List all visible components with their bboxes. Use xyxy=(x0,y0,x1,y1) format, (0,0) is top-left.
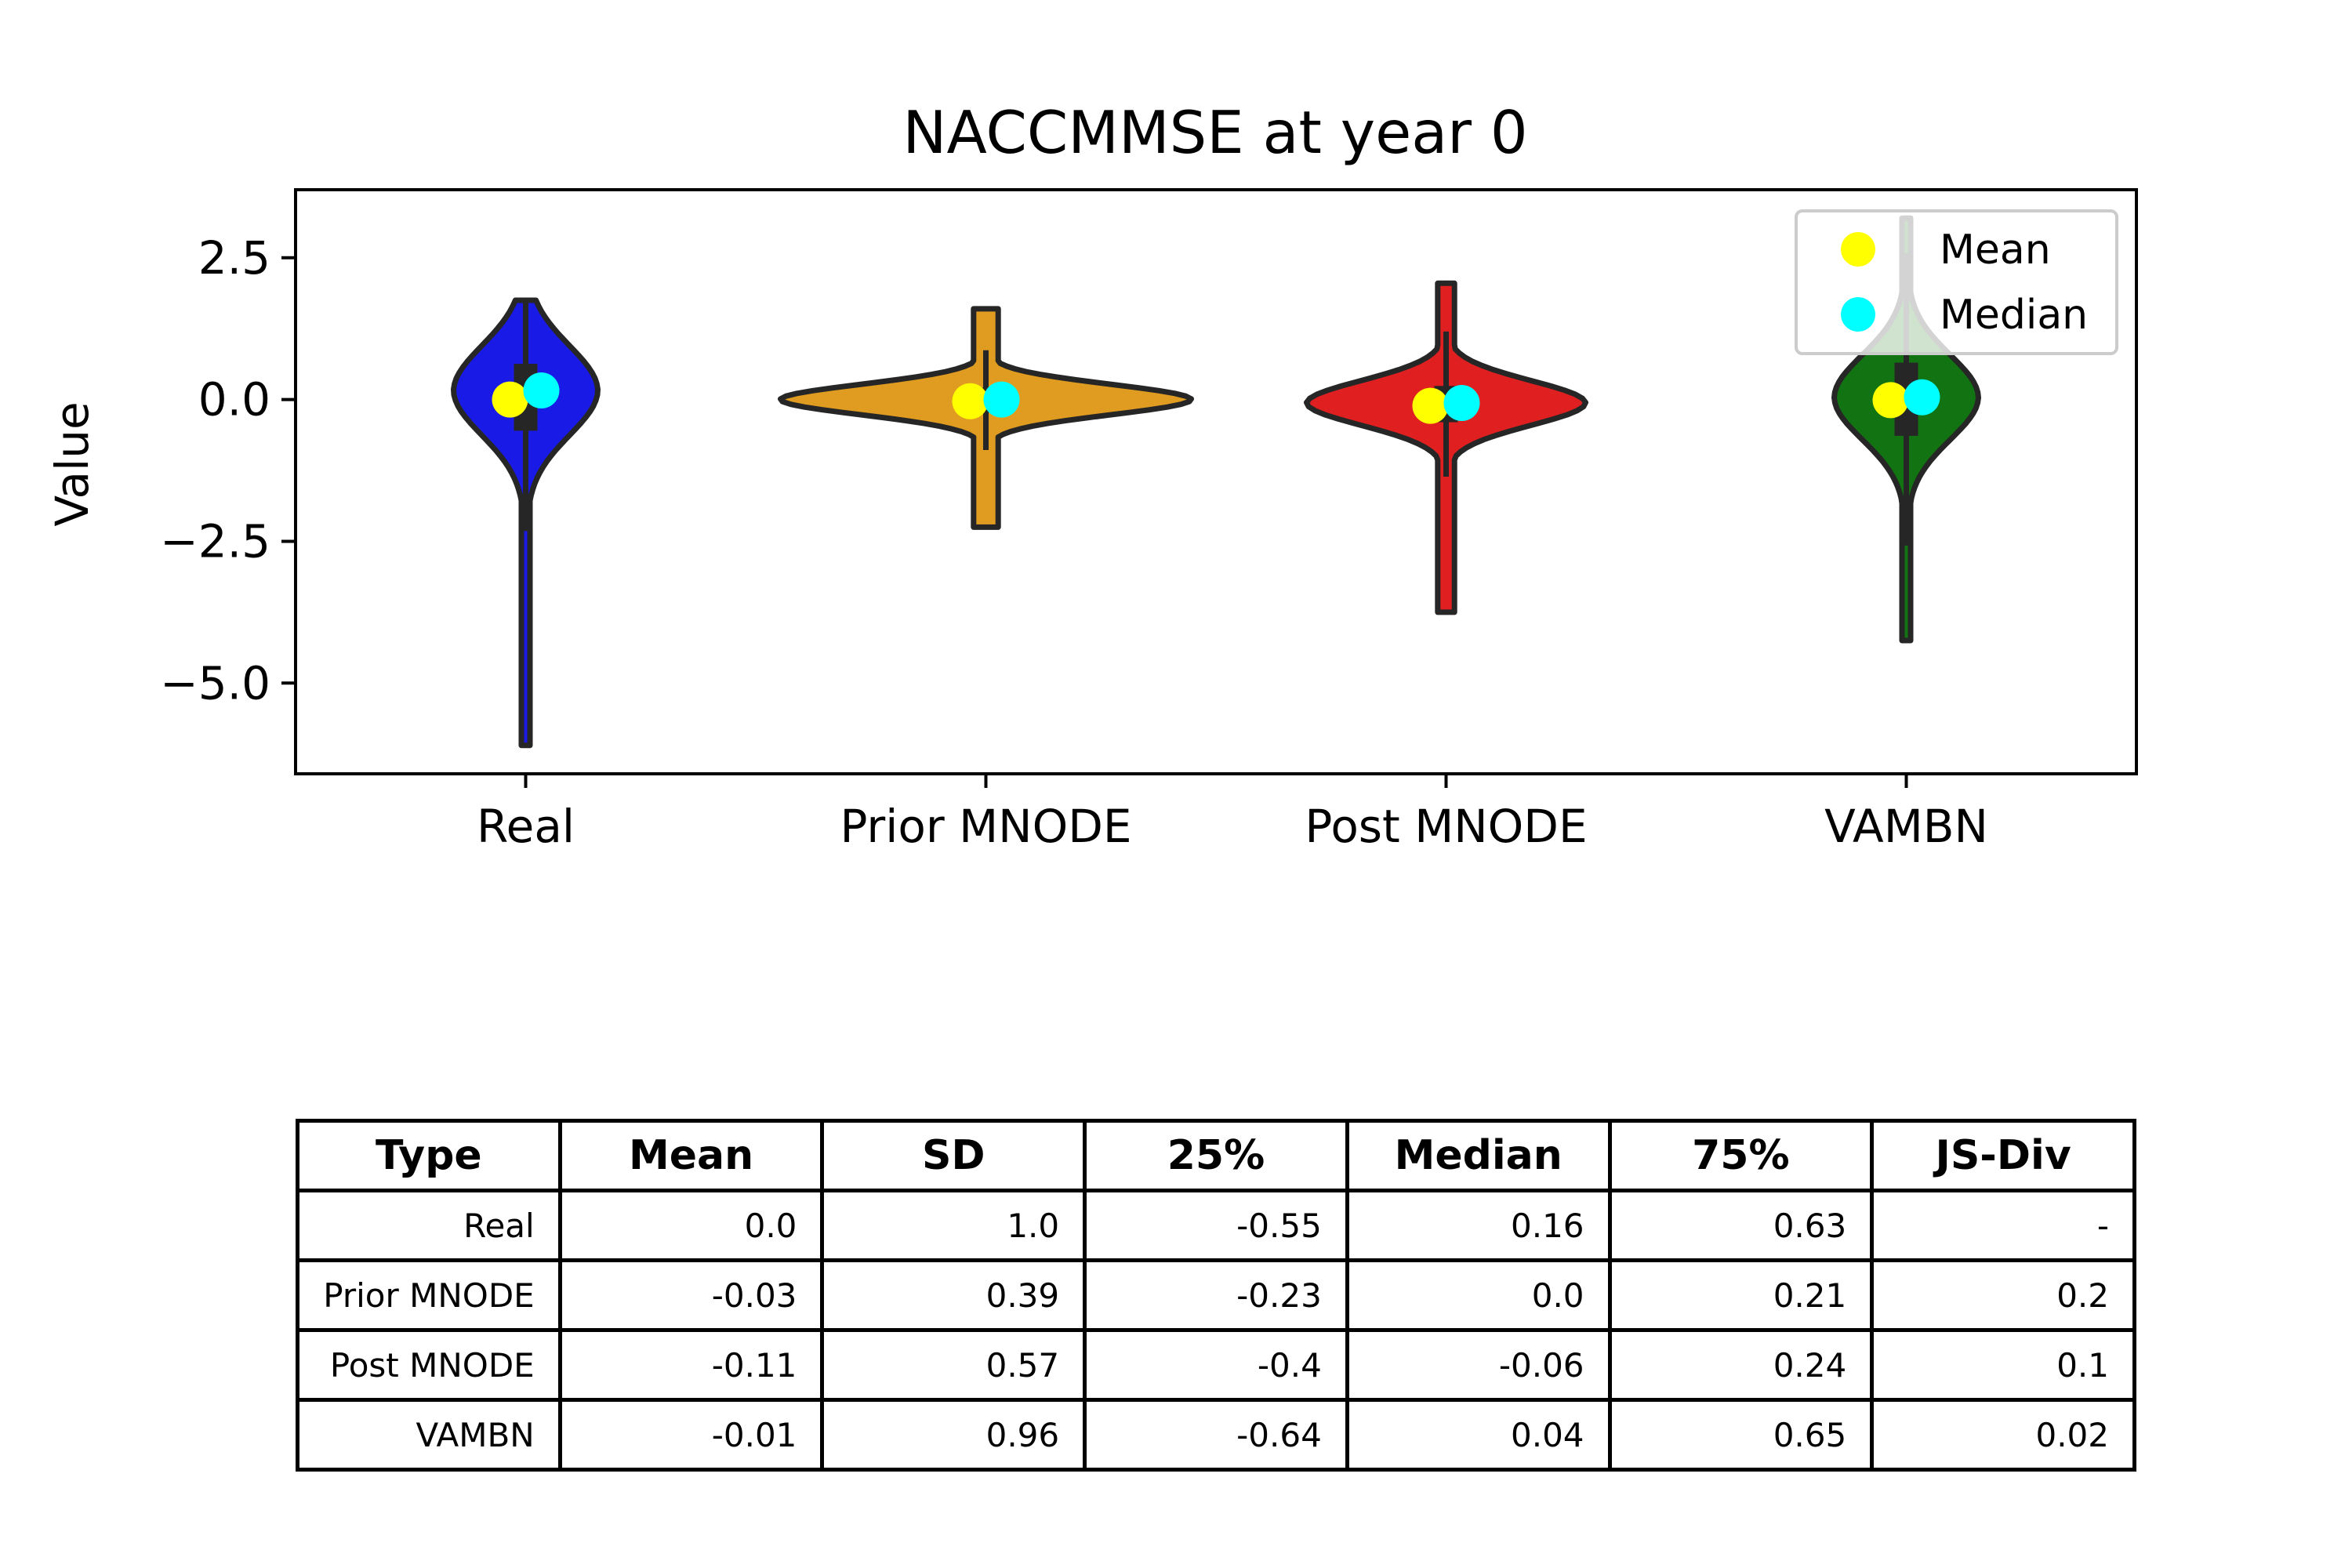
table-cell: -0.06 xyxy=(1345,1328,1612,1402)
table-cell: 0.24 xyxy=(1607,1328,1875,1402)
median-marker xyxy=(1443,384,1480,421)
y-tick-label: −5.0 xyxy=(160,656,270,710)
table-row: Real 0.0 1.0 -0.55 0.16 0.63 - xyxy=(296,1189,2136,1262)
y-tick-label: 2.5 xyxy=(198,231,270,285)
table-cell: -0.55 xyxy=(1083,1189,1349,1262)
x-axis-ticks: Real Prior MNODE Post MNODE VAMBN xyxy=(477,774,1988,853)
median-marker xyxy=(983,381,1020,418)
table-cell: 0.96 xyxy=(820,1398,1087,1472)
table-cell: Real xyxy=(296,1189,562,1262)
table-cell: -0.03 xyxy=(557,1258,825,1332)
table-cell: 0.57 xyxy=(820,1328,1087,1402)
table-header-cell: SD xyxy=(820,1119,1087,1192)
table-cell: 0.65 xyxy=(1607,1398,1875,1472)
chart-title: NACCMMSE at year 0 xyxy=(902,98,1527,167)
table-cell: Post MNODE xyxy=(296,1328,562,1402)
y-tick-label: 0.0 xyxy=(198,373,270,426)
legend: Mean Median xyxy=(1795,209,2118,355)
x-tick-label: Real xyxy=(477,800,575,853)
table-cell: -0.23 xyxy=(1083,1258,1349,1332)
table-cell: -0.11 xyxy=(557,1328,825,1402)
plot-frame xyxy=(294,188,2138,775)
table-cell: 0.0 xyxy=(1345,1258,1612,1332)
mean-marker xyxy=(1872,382,1909,419)
table-cell: 0.04 xyxy=(1345,1398,1612,1472)
table-header-cell: JS-Div xyxy=(1870,1119,2136,1192)
y-axis-ticks: 2.5 0.0 −2.5 −5.0 xyxy=(160,231,296,710)
mean-marker xyxy=(492,381,528,418)
table-header-cell: 25% xyxy=(1083,1119,1349,1192)
mean-marker xyxy=(1412,387,1449,424)
y-axis-label: Value xyxy=(45,401,99,526)
legend-mean-marker xyxy=(1841,232,1875,267)
table-cell: Prior MNODE xyxy=(296,1258,562,1332)
table-cell: 0.21 xyxy=(1607,1258,1875,1332)
legend-box xyxy=(1795,209,2118,355)
median-marker xyxy=(523,372,560,409)
table-cell: 0.16 xyxy=(1345,1189,1612,1262)
table-cell: 0.39 xyxy=(820,1258,1087,1332)
table-cell: - xyxy=(1870,1189,2136,1262)
statistics-table: Type Mean SD 25% Median 75% JS-Div Real … xyxy=(296,1119,2136,1472)
legend-mean-label: Mean xyxy=(1940,227,2051,274)
median-marker xyxy=(1904,379,1940,416)
table-header-cell: Type xyxy=(296,1119,562,1192)
mean-marker xyxy=(952,383,989,419)
table-cell: -0.64 xyxy=(1083,1398,1349,1472)
x-tick-label: VAMBN xyxy=(1824,800,1988,853)
y-tick-label: −2.5 xyxy=(160,514,270,568)
table-cell: -0.4 xyxy=(1083,1328,1349,1402)
table-header-cell: 75% xyxy=(1607,1119,1875,1192)
violins-layer xyxy=(451,215,1981,749)
table-cell: 0.0 xyxy=(557,1189,825,1262)
table-cell: 0.1 xyxy=(1870,1328,2136,1402)
x-tick-label: Prior MNODE xyxy=(840,800,1131,853)
legend-median-label: Median xyxy=(1940,292,2088,339)
table-cell: 0.02 xyxy=(1870,1398,2136,1472)
table-cell: -0.01 xyxy=(557,1398,825,1472)
table-cell: VAMBN xyxy=(296,1398,562,1472)
table-header-cell: Mean xyxy=(557,1119,825,1192)
table-header-row: Type Mean SD 25% Median 75% JS-Div xyxy=(296,1119,2136,1192)
table-cell: 1.0 xyxy=(820,1189,1087,1262)
table-row: VAMBN -0.01 0.96 -0.64 0.04 0.65 0.02 xyxy=(296,1398,2136,1472)
table-cell: 0.2 xyxy=(1870,1258,2136,1332)
table-row: Post MNODE -0.11 0.57 -0.4 -0.06 0.24 0.… xyxy=(296,1328,2136,1402)
table-header-cell: Median xyxy=(1345,1119,1612,1192)
table-cell: 0.63 xyxy=(1607,1189,1875,1262)
x-tick-label: Post MNODE xyxy=(1305,800,1587,853)
table-row: Prior MNODE -0.03 0.39 -0.23 0.0 0.21 0.… xyxy=(296,1258,2136,1332)
legend-median-marker xyxy=(1841,297,1875,332)
